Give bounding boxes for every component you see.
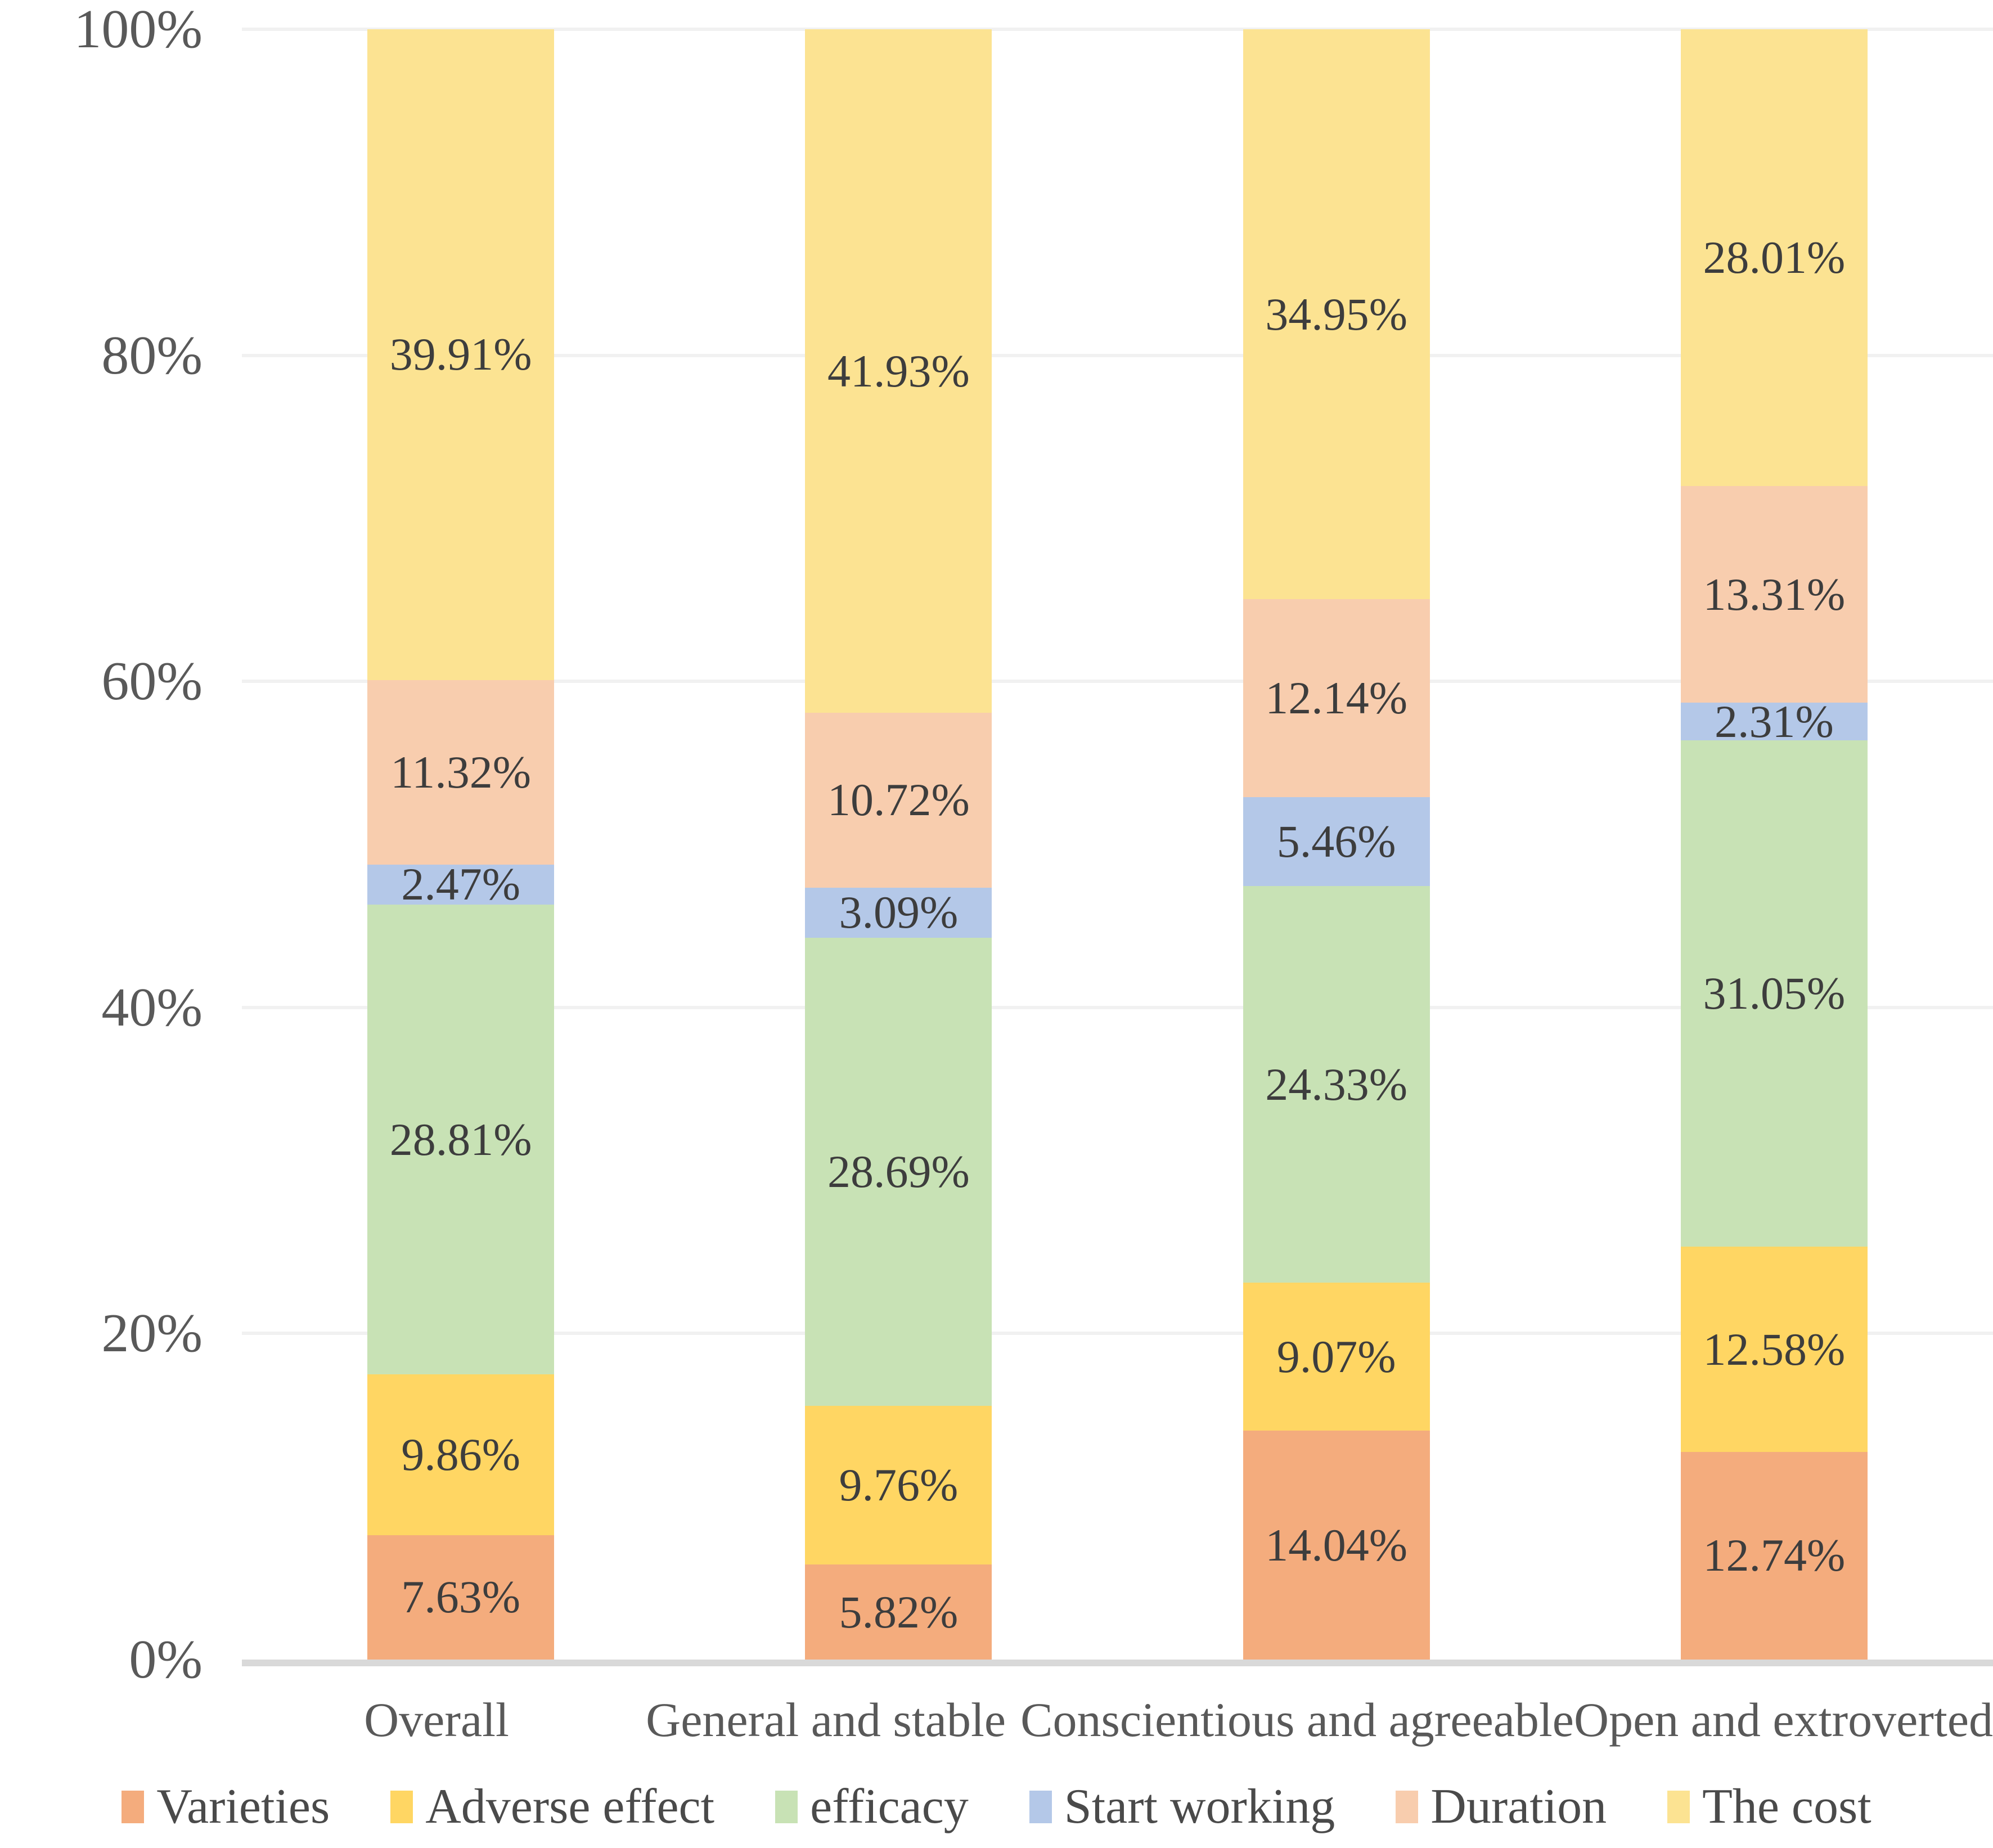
bar-segment: 2.47%	[367, 861, 555, 907]
legend-item: efficacy	[775, 1782, 969, 1832]
bar-segment-label: 3.09%	[839, 887, 959, 938]
bar-column: 5.82% 9.76% 28.69% 3.09% 10.72% 41.93%	[805, 29, 992, 1660]
y-tick-label: 100%	[74, 0, 203, 60]
y-tick-label: 40%	[101, 977, 203, 1038]
legend-swatch-icon	[1029, 1791, 1052, 1823]
bar-segment-label: 31.05%	[1703, 968, 1846, 1019]
bar-segment-label: 9.86%	[401, 1429, 521, 1481]
bar-segment: 9.07%	[1243, 1283, 1430, 1431]
bar-segment: 39.91%	[367, 29, 555, 680]
bar-segment-label: 13.31%	[1703, 568, 1846, 620]
bar-slot: 12.74% 12.58% 31.05% 2.31% 13.31% 28.01%	[1555, 29, 1993, 1660]
bar-segment-label: 5.46%	[1276, 816, 1396, 867]
legend-item: Varieties	[122, 1782, 330, 1832]
bar-segment-label: 12.14%	[1265, 672, 1408, 724]
bar-segment: 24.33%	[1243, 886, 1430, 1283]
bar-segment-label: 24.33%	[1265, 1058, 1408, 1110]
legend-label: efficacy	[810, 1779, 969, 1834]
legend-item: Start working	[1029, 1782, 1335, 1832]
gridline	[242, 680, 1993, 684]
bar-segment: 2.31%	[1680, 698, 1868, 744]
bar-slot: 5.82% 9.76% 28.69% 3.09% 10.72% 41.93%	[680, 29, 1117, 1660]
bar-segment: 12.14%	[1243, 599, 1430, 797]
legend-label: Varieties	[156, 1779, 330, 1834]
gridline	[242, 1005, 1993, 1009]
bar-segment-label: 12.58%	[1703, 1323, 1846, 1375]
bar-column: 14.04% 9.07% 24.33% 5.46% 12.14% 34.95%	[1243, 29, 1430, 1660]
plot-area: 7.63% 9.86% 28.81% 2.47% 11.32% 39.91% 5.82% 9.…	[242, 28, 1993, 1666]
bar-segment-label: 5.82%	[839, 1586, 959, 1638]
bar-column: 7.63% 9.86% 28.81% 2.47% 11.32% 39.91%	[367, 29, 555, 1660]
legend-label: The cost	[1702, 1779, 1871, 1834]
bar-segment-label: 14.04%	[1265, 1519, 1408, 1571]
bar-segment: 14.04%	[1243, 1431, 1430, 1660]
bar-segment-label: 11.32%	[390, 746, 531, 798]
bar-segment: 28.81%	[367, 905, 555, 1375]
bar-segment-label: 9.76%	[839, 1459, 959, 1510]
bar-segment: 28.69%	[805, 938, 992, 1406]
bar-segment-label: 10.72%	[827, 774, 970, 826]
bar-segment-label: 2.47%	[401, 858, 521, 910]
bar-segment: 41.93%	[805, 29, 992, 713]
bar-segment: 9.86%	[367, 1374, 555, 1535]
gridline	[242, 28, 1993, 31]
bar-segment-label: 39.91%	[389, 329, 532, 380]
bar-segment-label: 41.93%	[827, 345, 970, 397]
x-axis-label: Open and extroverted	[1573, 1693, 1993, 1747]
bar-slot: 7.63% 9.86% 28.81% 2.47% 11.32% 39.91%	[242, 29, 680, 1660]
x-axis-label: Overall	[364, 1693, 509, 1747]
gridline	[242, 353, 1993, 357]
bar-segment: 11.32%	[367, 680, 555, 865]
legend-swatch-icon	[1396, 1791, 1419, 1823]
bar-segment: 28.01%	[1680, 29, 1868, 486]
bar-segment-label: 2.31%	[1714, 695, 1834, 747]
bar-segment: 7.63%	[367, 1535, 555, 1660]
legend-label: Duration	[1430, 1779, 1607, 1834]
bar-segment: 10.72%	[805, 713, 992, 888]
x-axis-label: General and stable	[646, 1693, 1006, 1747]
bar-segment-label: 7.63%	[401, 1571, 521, 1623]
bar-segment: 31.05%	[1680, 740, 1868, 1247]
y-tick-label: 0%	[129, 1629, 203, 1690]
legend: Varieties Adverse effect efficacy Start wor…	[0, 1782, 1993, 1832]
legend-label: Adverse effect	[425, 1779, 715, 1834]
bar-segment: 34.95%	[1243, 29, 1430, 600]
bar-segment: 5.82%	[805, 1564, 992, 1660]
x-axis: Overall General and stable Conscientious a…	[242, 1693, 1993, 1747]
bar-slot: 14.04% 9.07% 24.33% 5.46% 12.14% 34.95%	[1118, 29, 1555, 1660]
y-tick-label: 60%	[101, 651, 203, 712]
legend-label: Start working	[1064, 1779, 1335, 1834]
y-tick-label: 20%	[101, 1303, 203, 1364]
legend-swatch-icon	[122, 1791, 145, 1823]
bar-segment-label: 9.07%	[1276, 1330, 1396, 1382]
bar-segment: 12.74%	[1680, 1451, 1868, 1660]
gridline	[242, 1332, 1993, 1336]
bar-segment: 9.76%	[805, 1405, 992, 1565]
bar-segment: 12.58%	[1680, 1247, 1868, 1452]
legend-item: Adverse effect	[390, 1782, 714, 1832]
legend-swatch-icon	[390, 1791, 413, 1823]
bar-segment: 5.46%	[1243, 797, 1430, 887]
x-axis-label: Conscientious and agreeable	[1020, 1693, 1574, 1747]
bar-segment: 13.31%	[1680, 485, 1868, 703]
bar-segment-label: 28.69%	[827, 1145, 970, 1197]
legend-item: Duration	[1396, 1782, 1607, 1832]
bar-segment-label: 12.74%	[1703, 1530, 1846, 1581]
bars-row: 7.63% 9.86% 28.81% 2.47% 11.32% 39.91% 5.82% 9.…	[242, 29, 1993, 1660]
bar-segment-label: 34.95%	[1265, 288, 1408, 340]
bar-segment-label: 28.81%	[389, 1113, 532, 1165]
legend-item: The cost	[1667, 1782, 1871, 1832]
y-axis: 0% 20% 40% 60% 80% 100%	[0, 2, 203, 1687]
legend-swatch-icon	[775, 1791, 798, 1823]
legend-swatch-icon	[1667, 1791, 1690, 1823]
bar-segment: 3.09%	[805, 887, 992, 938]
y-tick-label: 80%	[101, 325, 203, 386]
bar-segment-label: 28.01%	[1703, 231, 1846, 283]
bar-column: 12.74% 12.58% 31.05% 2.31% 13.31% 28.01%	[1680, 29, 1868, 1660]
